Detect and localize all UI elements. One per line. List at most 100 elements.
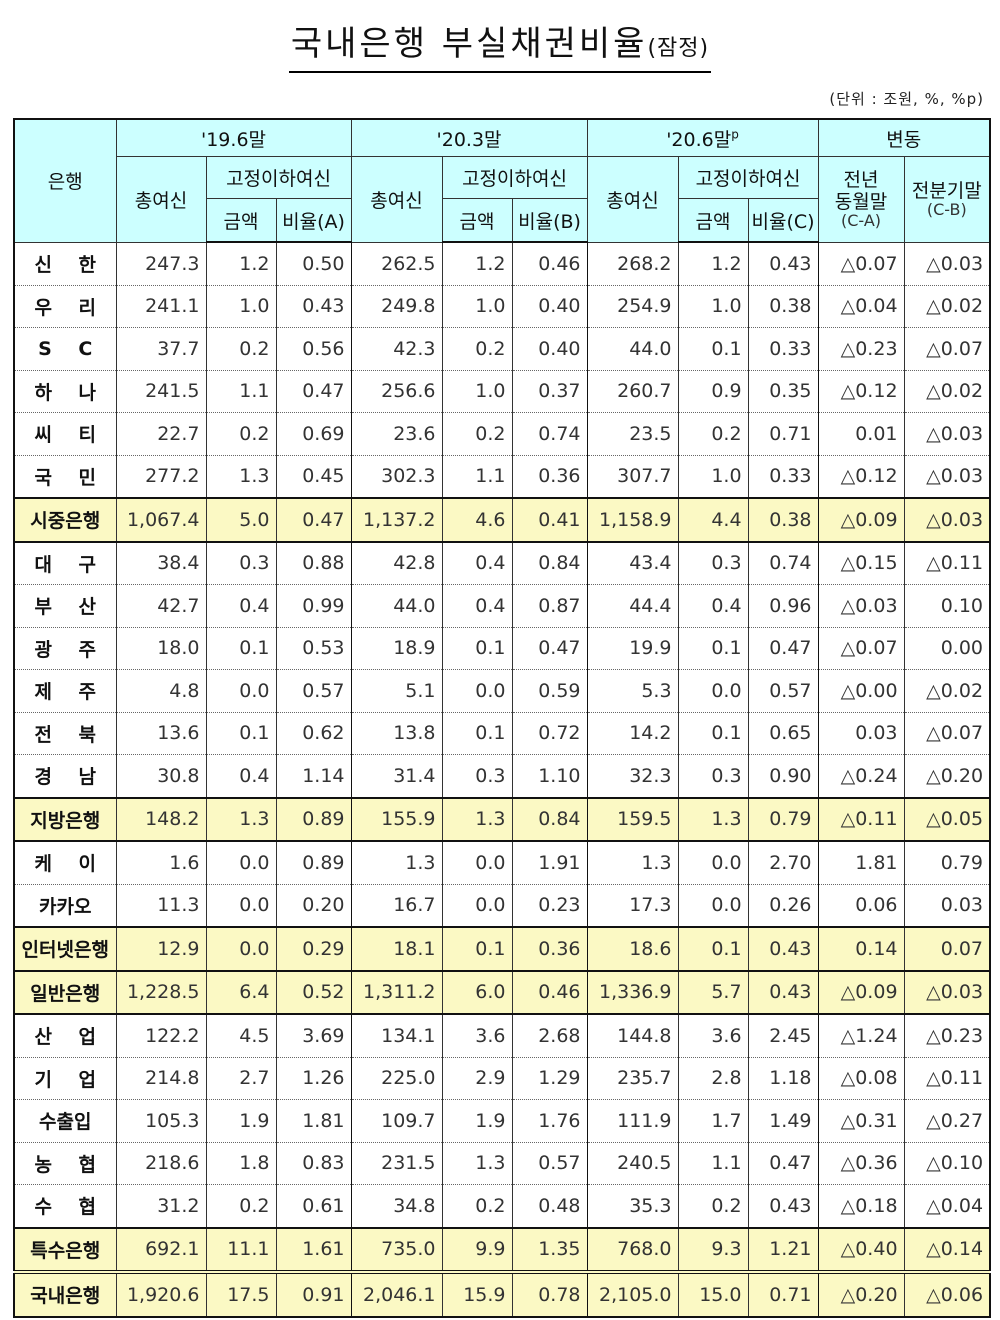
cell-loans-2003: 109.7	[350, 1099, 443, 1143]
cell-amount-1906: 0.2	[205, 412, 277, 456]
bank-name: 인터넷은행	[13, 926, 117, 972]
cell-ratio-c: 0.38	[747, 497, 819, 543]
bank-name: 수출입	[13, 1099, 117, 1143]
cell-change-qoq: △0.23	[903, 1014, 991, 1058]
cell-loans-1906: 31.2	[115, 1184, 207, 1228]
cell-amount-2003: 0.0	[441, 884, 513, 928]
cell-loans-2006: 1.3	[586, 841, 679, 885]
cell-amount-2006: 1.1	[677, 1142, 749, 1185]
title-suffix: (잠정)	[647, 36, 710, 61]
cell-loans-1906: 148.2	[115, 796, 207, 842]
table-row: 카카오 11.3 0.0 0.20 16.7 0.0 0.23 17.3 0.0 0.26 0.06…	[13, 884, 991, 928]
table-row: 기 업 214.8 2.7 1.26 225.0 2.9 1.29 235.7 2.8 1.18 △…	[13, 1057, 991, 1100]
header-period-2006: '20.6말p	[586, 118, 819, 157]
cell-ratio-c: 1.18	[747, 1057, 819, 1100]
cell-amount-2003: 2.9	[441, 1057, 513, 1100]
header-amount-2: 금액	[441, 198, 513, 243]
bank-name: 대 구	[13, 541, 117, 585]
bank-name: 기 업	[13, 1057, 117, 1100]
cell-loans-2006: 32.3	[586, 754, 679, 798]
cell-change-yoy: 0.06	[817, 884, 905, 928]
cell-amount-1906: 1.3	[205, 455, 277, 499]
cell-ratio-b: 0.74	[511, 412, 588, 456]
cell-change-qoq: △0.27	[903, 1099, 991, 1143]
cell-loans-2006: 159.5	[586, 796, 679, 842]
cell-ratio-c: 0.43	[747, 1184, 819, 1228]
cell-loans-1906: 18.0	[115, 627, 207, 670]
cell-ratio-c: 1.21	[747, 1226, 819, 1273]
cell-ratio-b: 0.57	[511, 1142, 588, 1185]
title-main: 국내은행 부실채권비율	[290, 24, 648, 64]
cell-ratio-a: 0.20	[275, 884, 352, 928]
cell-amount-2003: 0.2	[441, 327, 513, 371]
cell-loans-2003: 134.1	[350, 1014, 443, 1058]
bank-name: 신 한	[13, 242, 117, 286]
header-ratio-c: 비율(C)	[747, 198, 819, 243]
cell-ratio-c: 0.26	[747, 884, 819, 928]
cell-amount-1906: 0.3	[205, 541, 277, 585]
cell-ratio-c: 0.33	[747, 327, 819, 371]
cell-ratio-a: 0.91	[275, 1270, 352, 1318]
cell-loans-1906: 12.9	[115, 926, 207, 972]
cell-ratio-a: 0.88	[275, 541, 352, 585]
cell-loans-1906: 1.6	[115, 841, 207, 885]
cell-ratio-a: 1.81	[275, 1099, 352, 1143]
cell-ratio-a: 0.50	[275, 242, 352, 286]
cell-loans-2006: 19.9	[586, 627, 679, 670]
cell-loans-1906: 1,228.5	[115, 969, 207, 1015]
cell-change-qoq: 0.79	[903, 841, 991, 885]
cell-loans-2006: 17.3	[586, 884, 679, 928]
header-total-loans-3: 총여신	[586, 156, 679, 243]
cell-loans-2003: 1,137.2	[350, 497, 443, 543]
cell-ratio-a: 0.43	[275, 285, 352, 328]
cell-loans-1906: 241.1	[115, 285, 207, 328]
cell-ratio-c: 0.38	[747, 285, 819, 328]
cell-loans-2006: 5.3	[586, 669, 679, 713]
cell-amount-1906: 0.0	[205, 841, 277, 885]
bank-name: 제 주	[13, 669, 117, 713]
cell-ratio-a: 0.47	[275, 370, 352, 413]
cell-change-qoq: △0.20	[903, 754, 991, 798]
cell-loans-2003: 225.0	[350, 1057, 443, 1100]
cell-loans-2006: 18.6	[586, 926, 679, 972]
cell-change-yoy: △0.23	[817, 327, 905, 371]
cell-ratio-a: 0.89	[275, 796, 352, 842]
cell-ratio-b: 0.84	[511, 796, 588, 842]
cell-ratio-a: 0.57	[275, 669, 352, 713]
cell-loans-2006: 1,336.9	[586, 969, 679, 1015]
cell-ratio-c: 0.43	[747, 969, 819, 1015]
cell-change-qoq: △0.11	[903, 541, 991, 585]
cell-ratio-c: 1.49	[747, 1099, 819, 1143]
cell-ratio-b: 0.23	[511, 884, 588, 928]
cell-loans-2003: 1.3	[350, 841, 443, 885]
cell-ratio-b: 0.40	[511, 285, 588, 328]
cell-loans-2003: 249.8	[350, 285, 443, 328]
cell-amount-1906: 17.5	[205, 1270, 277, 1318]
cell-loans-2006: 2,105.0	[586, 1270, 679, 1318]
cell-ratio-c: 0.96	[747, 584, 819, 628]
cell-ratio-a: 0.45	[275, 455, 352, 499]
table-row: 농 협 218.6 1.8 0.83 231.5 1.3 0.57 240.5 1.1 0.47 △…	[13, 1142, 991, 1185]
cell-change-yoy: △0.09	[817, 969, 905, 1015]
cell-amount-2003: 1.3	[441, 1142, 513, 1185]
cell-loans-2003: 42.3	[350, 327, 443, 371]
cell-loans-2006: 144.8	[586, 1014, 679, 1058]
subtotal-row: 특수은행 692.1 11.1 1.61 735.0 9.9 1.35 768.0 9.3 1.2…	[13, 1226, 991, 1273]
cell-ratio-b: 0.72	[511, 712, 588, 755]
cell-amount-2006: 0.2	[677, 1184, 749, 1228]
cell-change-qoq: △0.14	[903, 1226, 991, 1273]
cell-loans-2003: 23.6	[350, 412, 443, 456]
cell-ratio-b: 0.41	[511, 497, 588, 543]
cell-loans-2006: 768.0	[586, 1226, 679, 1273]
table-row: 신 한 247.3 1.2 0.50 262.5 1.2 0.46 268.2 1.2 0.43 △…	[13, 242, 991, 286]
header-period-2003: '20.3말	[350, 118, 588, 157]
cell-change-qoq: △0.03	[903, 242, 991, 286]
cell-ratio-c: 0.33	[747, 455, 819, 499]
cell-ratio-a: 0.62	[275, 712, 352, 755]
cell-amount-2006: 1.3	[677, 796, 749, 842]
header-substandard-2: 고정이하여신	[441, 156, 588, 199]
cell-change-qoq: 0.00	[903, 627, 991, 670]
header-amount-1: 금액	[205, 198, 277, 243]
cell-loans-2003: 256.6	[350, 370, 443, 413]
cell-change-qoq: 0.10	[903, 584, 991, 628]
